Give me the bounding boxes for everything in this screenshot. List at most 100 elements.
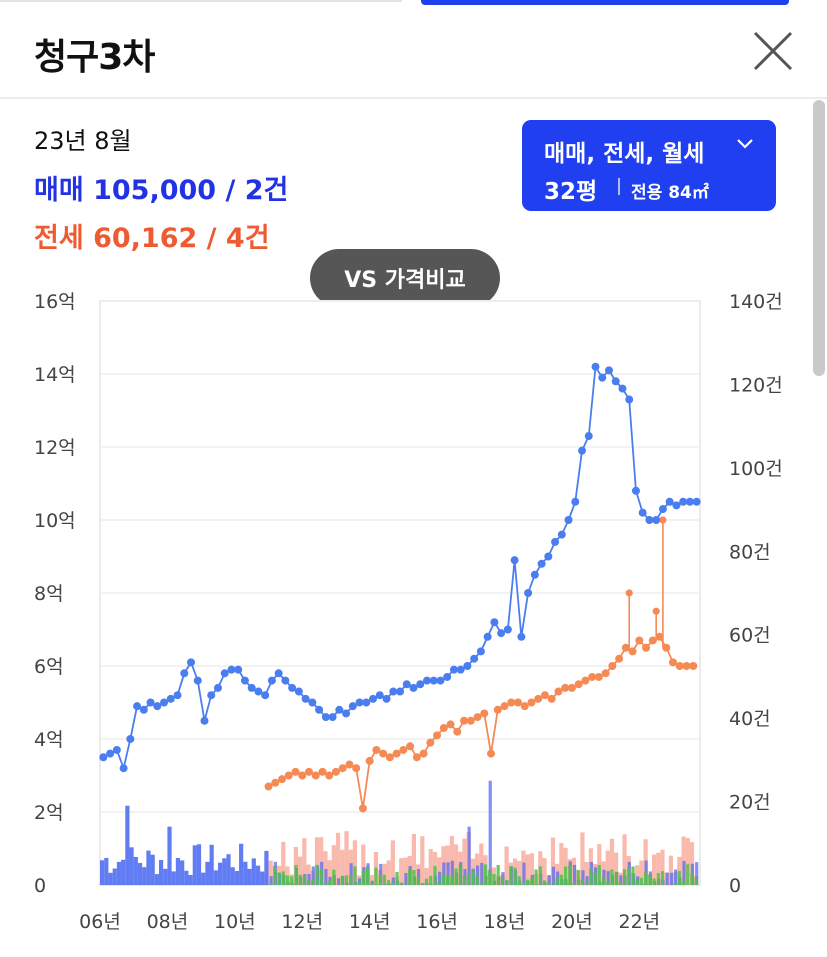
sale-point[interactable]: [658, 505, 667, 514]
jeonse-point[interactable]: [648, 636, 657, 645]
sale-point[interactable]: [598, 373, 607, 382]
sale-point[interactable]: [294, 687, 303, 696]
jeonse-point[interactable]: [365, 756, 374, 765]
sale-point[interactable]: [207, 691, 216, 700]
sale-point[interactable]: [348, 702, 357, 711]
sale-point[interactable]: [537, 559, 546, 568]
jeonse-point[interactable]: [352, 764, 361, 773]
scrollbar[interactable]: [811, 98, 827, 957]
sale-point[interactable]: [544, 552, 553, 561]
sale-point[interactable]: [645, 516, 654, 524]
sale-point[interactable]: [672, 501, 681, 510]
sale-point[interactable]: [631, 486, 640, 495]
jeonse-point[interactable]: [439, 724, 448, 733]
sale-point[interactable]: [422, 676, 431, 685]
jeonse-point[interactable]: [480, 709, 489, 718]
sale-point[interactable]: [315, 705, 324, 714]
jeonse-point[interactable]: [601, 669, 610, 678]
jeonse-point[interactable]: [513, 698, 522, 707]
jeonse-point[interactable]: [406, 742, 415, 751]
jeonse-point[interactable]: [385, 753, 394, 762]
sale-point[interactable]: [362, 698, 371, 707]
sale-point[interactable]: [240, 676, 249, 685]
sale-point[interactable]: [456, 665, 465, 674]
jeonse-point[interactable]: [534, 694, 543, 703]
jeonse-point[interactable]: [487, 749, 496, 758]
sale-point[interactable]: [193, 676, 202, 685]
jeonse-point[interactable]: [264, 782, 273, 791]
jeonse-point[interactable]: [399, 745, 408, 754]
sale-point[interactable]: [369, 694, 378, 703]
jeonse-point[interactable]: [331, 767, 340, 776]
jeonse-point[interactable]: [547, 694, 556, 703]
jeonse-point[interactable]: [284, 771, 293, 780]
jeonse-point[interactable]: [291, 767, 300, 776]
sale-point[interactable]: [173, 691, 182, 700]
sale-point[interactable]: [483, 632, 492, 641]
jeonse-point[interactable]: [520, 702, 529, 711]
sale-point[interactable]: [308, 698, 317, 707]
sale-point[interactable]: [409, 683, 418, 692]
jeonse-point[interactable]: [473, 713, 482, 722]
close-button[interactable]: [752, 30, 794, 72]
jeonse-point[interactable]: [453, 727, 462, 736]
sale-point[interactable]: [200, 716, 209, 725]
sale-point[interactable]: [591, 362, 600, 371]
close-icon[interactable]: [752, 30, 794, 72]
sale-point[interactable]: [389, 687, 398, 696]
sale-point[interactable]: [342, 709, 351, 718]
sale-point[interactable]: [234, 665, 243, 674]
sale-point[interactable]: [510, 556, 519, 565]
sale-point[interactable]: [254, 687, 263, 696]
sale-point[interactable]: [436, 676, 445, 685]
jeonse-point[interactable]: [460, 716, 469, 725]
sale-point[interactable]: [355, 698, 364, 707]
sale-point[interactable]: [571, 497, 580, 506]
jeonse-point[interactable]: [655, 632, 664, 641]
jeonse-point[interactable]: [338, 764, 347, 773]
jeonse-point[interactable]: [271, 778, 280, 787]
sale-point[interactable]: [611, 377, 620, 386]
jeonse-point[interactable]: [675, 662, 684, 670]
sale-point[interactable]: [524, 589, 533, 597]
jeonse-point[interactable]: [608, 662, 617, 670]
jeonse-point[interactable]: [392, 749, 401, 758]
jeonse-point[interactable]: [507, 698, 516, 707]
jeonse-point[interactable]: [659, 516, 667, 524]
sale-point[interactable]: [382, 694, 391, 703]
jeonse-point[interactable]: [561, 683, 570, 692]
sale-point[interactable]: [449, 665, 458, 674]
sale-point[interactable]: [335, 705, 344, 714]
sale-point[interactable]: [517, 632, 526, 641]
jeonse-point[interactable]: [433, 731, 442, 740]
jeonse-point[interactable]: [412, 753, 421, 762]
sale-point[interactable]: [160, 698, 169, 707]
sale-point[interactable]: [261, 691, 270, 700]
sale-point[interactable]: [281, 676, 290, 685]
sale-point[interactable]: [476, 647, 485, 656]
sale-point[interactable]: [497, 629, 506, 638]
jeonse-point[interactable]: [628, 647, 637, 656]
sale-point[interactable]: [503, 625, 512, 634]
active-tab-indicator[interactable]: [421, 0, 789, 5]
jeonse-point[interactable]: [567, 683, 576, 692]
jeonse-point[interactable]: [311, 771, 320, 780]
sale-point[interactable]: [126, 735, 135, 743]
sale-point[interactable]: [557, 530, 566, 539]
sale-point[interactable]: [396, 687, 404, 696]
jeonse-point[interactable]: [652, 607, 660, 615]
jeonse-point[interactable]: [588, 672, 597, 681]
jeonse-point[interactable]: [426, 738, 435, 747]
sale-point[interactable]: [321, 713, 330, 722]
sale-point[interactable]: [112, 745, 121, 754]
sale-point[interactable]: [328, 713, 337, 722]
sale-point[interactable]: [530, 570, 539, 579]
price-chart[interactable]: 0 2억 4억 6억 8억 10억 12억 14억 16억 0 20건 40건 60건 80건 100건 12…: [0, 280, 810, 957]
sale-point[interactable]: [638, 508, 647, 517]
jeonse-point[interactable]: [554, 687, 563, 696]
jeonse-point[interactable]: [358, 804, 367, 813]
sale-point[interactable]: [679, 497, 688, 506]
sale-point[interactable]: [564, 516, 573, 524]
jeonse-point[interactable]: [621, 643, 630, 652]
jeonse-point[interactable]: [304, 767, 313, 776]
